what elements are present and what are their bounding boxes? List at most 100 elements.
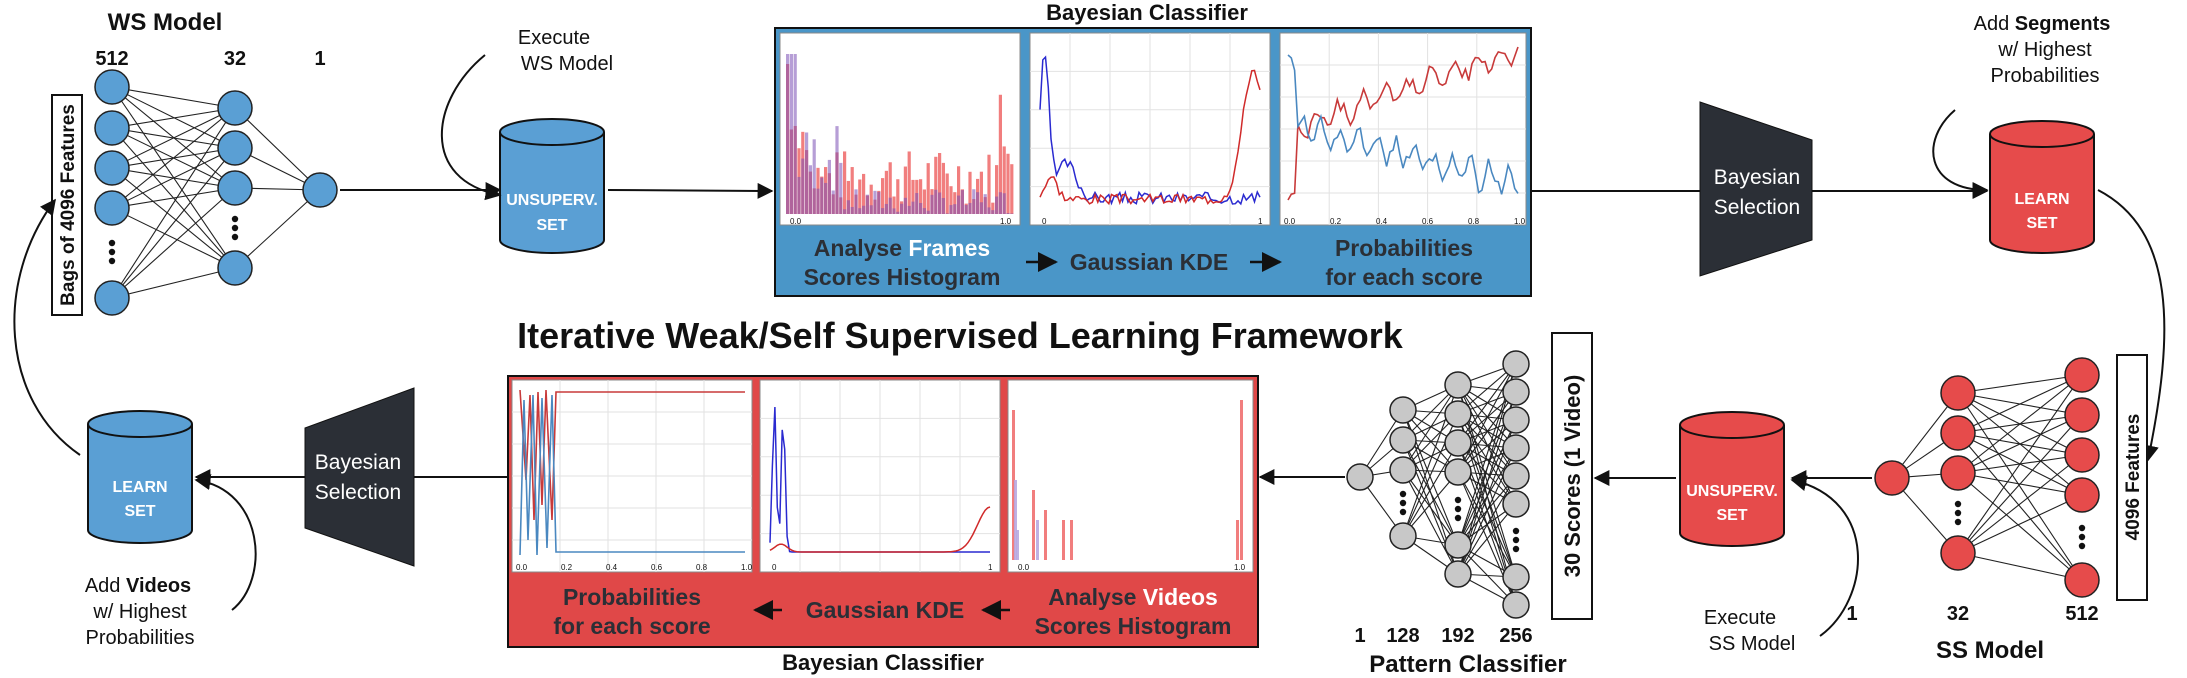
bottom-stage1-line1: Analyse Videos xyxy=(1048,584,1218,610)
bottom-hist-bar xyxy=(1016,530,1019,560)
ws-edge xyxy=(111,147,236,209)
top-hist-red-bar xyxy=(998,94,1002,214)
top-hist-blue-bar xyxy=(964,205,968,214)
top-hist-red-bar xyxy=(903,166,907,214)
ws-edge xyxy=(111,107,236,169)
pc-ellipsis-dot xyxy=(1512,527,1520,535)
top-stage3-line2: for each score xyxy=(1325,264,1482,290)
top-hist-red-bar xyxy=(957,166,961,214)
pc-edge xyxy=(1457,475,1517,575)
top-hist-blue-bar xyxy=(930,194,934,214)
top-prob-ticks: 0.0 0.2 0.4 0.6 0.8 1.0 xyxy=(1284,217,1526,226)
top-hist-red-bar xyxy=(968,171,972,214)
top-hist-red-bar xyxy=(907,151,911,214)
top-hist-red-bar xyxy=(995,165,999,214)
ws-edge xyxy=(234,189,321,269)
pc-neuron xyxy=(1389,456,1417,484)
ws-neuron xyxy=(94,150,130,186)
top-hist-blue-bar xyxy=(1006,213,1010,214)
top-hist-blue-bar xyxy=(1002,193,1006,214)
top-hist-red-bar xyxy=(922,189,926,214)
top-hist-blue-bar xyxy=(850,206,854,214)
top-hist-blue-bar xyxy=(968,202,972,214)
ws-edge xyxy=(111,187,236,299)
pc-layer-label-2: 192 xyxy=(1441,625,1474,647)
ws-edge xyxy=(111,167,236,269)
top-hist-red-bar xyxy=(858,179,862,214)
ws-unsuperv-label-2: SET xyxy=(536,217,567,234)
top-hist-red-bar xyxy=(888,162,892,214)
ws-input-label: Bags of 4096 Features xyxy=(58,104,79,306)
top-hist-red-bar xyxy=(987,154,991,214)
bottom-stage1-line2: Scores Histogram xyxy=(1035,613,1232,639)
top-hist-blue-bar xyxy=(873,190,877,214)
ss-unsuperv-database: UNSUPERV. SET xyxy=(1679,411,1785,547)
ws-edge xyxy=(111,187,236,209)
bottom-kde-red-curve xyxy=(769,506,991,553)
top-hist-red-bar xyxy=(1010,164,1014,214)
top-prob-red-curve xyxy=(1287,46,1519,201)
top-stage1-prefix: Analyse xyxy=(814,235,909,261)
ws-edge xyxy=(111,107,236,129)
ss-edge xyxy=(1957,374,2083,394)
top-hist-blue-bar xyxy=(911,201,915,214)
top-hist-blue-bar xyxy=(941,197,945,214)
ss-neuron xyxy=(2064,477,2100,513)
bottom-hist-bar xyxy=(1014,480,1017,560)
ss-edge xyxy=(1957,414,2083,474)
pc-neuron xyxy=(1389,426,1417,454)
top-hist-blue-bar xyxy=(896,211,900,214)
bottom-hist-bar xyxy=(1036,520,1039,560)
top-hist-blue-bar xyxy=(835,126,839,214)
ws-neuron xyxy=(94,69,130,105)
ss-neuron xyxy=(2064,437,2100,473)
ss-layer-label-1: 32 xyxy=(1947,603,1969,625)
top-hist-x0: 0.0 xyxy=(790,217,802,226)
top-hist-blue-bar xyxy=(945,213,949,214)
top-hist-blue-bar xyxy=(789,54,793,214)
pc-neuron xyxy=(1346,463,1374,491)
ss-ellipsis-dot xyxy=(1954,518,1962,526)
ws-ellipsis-dot xyxy=(108,239,116,247)
ws-edge xyxy=(111,267,236,299)
pc-ellipsis-dot xyxy=(1454,505,1462,513)
top-hist-red-bar xyxy=(941,162,945,214)
top-hist-blue-bar xyxy=(797,176,801,214)
pc-neuron xyxy=(1389,522,1417,550)
pc-neuron xyxy=(1502,434,1530,462)
top-hist-red-bar xyxy=(949,186,953,214)
ss-layer-label-2: 512 xyxy=(2065,603,2098,625)
bottom-prob-tick-label: 0.8 xyxy=(696,563,708,572)
top-hist-red-bar xyxy=(896,179,900,214)
top-hist-blue-bar xyxy=(820,177,824,214)
ws-learn-label-1: LEARN xyxy=(112,479,167,496)
pc-neuron xyxy=(1444,531,1472,559)
execute-ws-label-1: Execute xyxy=(518,27,590,49)
ws-model: WS Model 512 32 1 Bags of 4096 Features xyxy=(51,9,502,316)
bottom-selection-label-1: Bayesian xyxy=(315,451,401,474)
ss-neuron xyxy=(2064,357,2100,393)
execute-ss-label-2: SS Model xyxy=(1709,633,1796,655)
top-hist-blue-bar xyxy=(900,203,904,214)
ss-edge xyxy=(1957,494,2083,554)
ws-edge xyxy=(234,107,321,191)
add-segments-label-1: Add Segments xyxy=(1974,13,2111,35)
bottom-classifier-title: Bayesian Classifier xyxy=(782,650,984,675)
pc-neuron xyxy=(1502,462,1530,490)
ws-neuron xyxy=(94,280,130,316)
top-hist-blue-bar xyxy=(862,205,866,214)
ss-neuron xyxy=(1874,460,1910,496)
bottom-prob-tick-label: 0.6 xyxy=(651,563,663,572)
ss-neuron xyxy=(1940,455,1976,491)
add-videos-prefix: Add xyxy=(85,575,126,597)
pc-edge xyxy=(1402,439,1459,546)
ws-ellipsis-dot xyxy=(231,224,239,232)
top-hist-blue-bar xyxy=(987,207,991,214)
ws-ellipsis-dot xyxy=(231,215,239,223)
ss-edge xyxy=(1957,432,2083,581)
bottom-kde-x0: 0 xyxy=(772,563,777,572)
top-hist-blue-bar xyxy=(972,189,976,214)
top-hist-blue-bar xyxy=(801,158,805,214)
ws-neuron xyxy=(217,250,253,286)
